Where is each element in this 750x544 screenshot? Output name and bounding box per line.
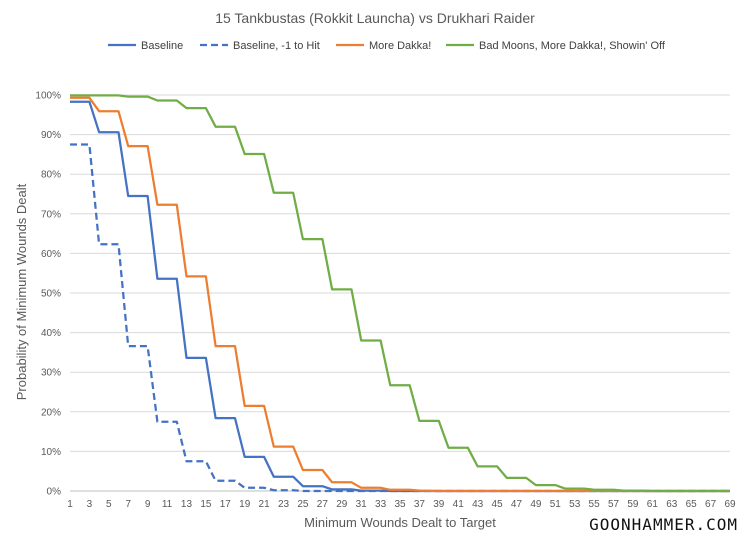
x-tick-label: 29: [336, 499, 348, 510]
series-line-1: [70, 100, 730, 493]
y-tick-label: 0%: [47, 487, 62, 498]
goonhammer-brand: GOONHAMMER.COM: [589, 515, 738, 534]
x-tick-label: 15: [200, 499, 212, 510]
x-tick-label: 7: [125, 499, 131, 510]
x-axis-label: Minimum Wounds Dealt to Target: [304, 515, 496, 530]
x-tick-label: 31: [356, 499, 368, 510]
y-tick-label: 30%: [41, 368, 61, 379]
x-tick-label: 69: [724, 499, 736, 510]
x-tick-label: 17: [220, 499, 232, 510]
x-tick-label: 23: [278, 499, 290, 510]
x-tick-label: 19: [239, 499, 251, 510]
x-tick-label: 61: [647, 499, 659, 510]
x-tick-label: 49: [530, 499, 542, 510]
y-tick-label: 10%: [41, 447, 61, 458]
x-tick-label: 1: [67, 499, 73, 510]
x-axis-ticks: 1 3 5 7 9 11 13 15 17 19 21 23 25 27 29 31 33 35 37 39 41 43 4…: [67, 499, 736, 510]
y-axis-label: Probability of Minimum Wounds Dealt: [14, 183, 29, 400]
x-tick-label: 53: [569, 499, 581, 510]
x-tick-label: 57: [608, 499, 620, 510]
x-tick-label: 37: [414, 499, 426, 510]
x-tick-label: 65: [686, 499, 698, 510]
x-tick-label: 27: [317, 499, 329, 510]
y-tick-label: 60%: [41, 249, 61, 260]
x-tick-label: 55: [589, 499, 601, 510]
y-axis-ticks: 0% 10% 20% 30% 40% 50% 60% 70% 80% 90% 100%: [35, 91, 61, 498]
x-tick-label: 51: [550, 499, 562, 510]
legend-label: Baseline: [141, 40, 183, 52]
y-tick-label: 40%: [41, 328, 61, 339]
x-tick-label: 11: [162, 499, 173, 510]
series-line-2: [70, 143, 730, 493]
series-lines: [70, 94, 730, 493]
y-tick-label: 50%: [41, 289, 61, 300]
legend: Baseline Baseline, -1 to Hit More Dakka! Ba…: [108, 40, 666, 52]
series-line-3: [70, 96, 730, 493]
x-tick-label: 39: [433, 499, 445, 510]
gridlines: [70, 94, 730, 492]
x-tick-label: 25: [297, 499, 309, 510]
legend-label: Baseline, -1 to Hit: [233, 40, 320, 52]
y-tick-label: 70%: [41, 209, 61, 220]
legend-label: More Dakka!: [369, 40, 431, 52]
x-tick-label: 59: [627, 499, 639, 510]
x-tick-label: 3: [87, 499, 93, 510]
y-tick-label: 90%: [41, 130, 61, 141]
y-tick-label: 100%: [35, 91, 61, 102]
x-tick-label: 9: [145, 499, 151, 510]
x-tick-label: 33: [375, 499, 387, 510]
y-tick-label: 80%: [41, 170, 61, 181]
x-tick-label: 67: [705, 499, 717, 510]
legend-label: Bad Moons, More Dakka!, Showin' Off: [479, 40, 666, 52]
x-tick-label: 35: [394, 499, 406, 510]
y-tick-label: 20%: [41, 407, 61, 418]
series-line-4: [70, 94, 730, 493]
x-tick-label: 41: [453, 499, 465, 510]
x-tick-label: 13: [181, 499, 193, 510]
chart-title: 15 Tankbustas (Rokkit Launcha) vs Drukha…: [215, 10, 535, 26]
x-tick-label: 45: [491, 499, 503, 510]
x-tick-label: 63: [666, 499, 678, 510]
x-tick-label: 5: [106, 499, 112, 510]
x-tick-label: 43: [472, 499, 484, 510]
x-tick-label: 47: [511, 499, 523, 510]
x-tick-label: 21: [259, 499, 271, 510]
